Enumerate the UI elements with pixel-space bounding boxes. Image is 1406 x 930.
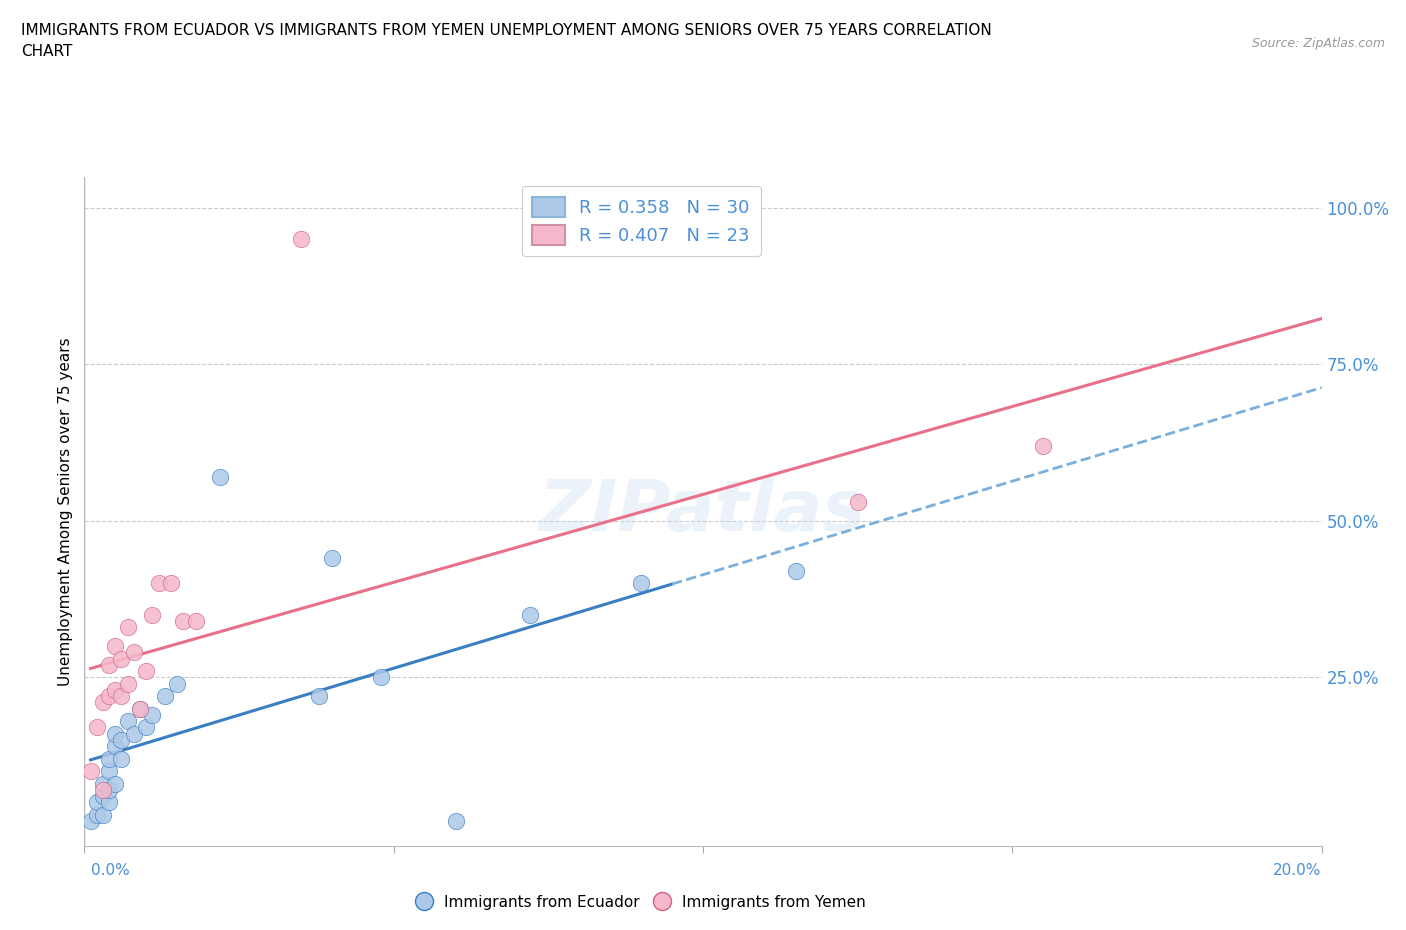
Point	[91, 777, 114, 791]
Point	[846, 495, 869, 510]
Point	[86, 807, 108, 822]
Point	[117, 713, 139, 728]
Point	[1032, 438, 1054, 453]
Point	[141, 708, 163, 723]
Text: CHART: CHART	[21, 44, 73, 59]
Point	[321, 551, 343, 565]
Point	[166, 676, 188, 691]
Point	[91, 695, 114, 710]
Text: Source: ZipAtlas.com: Source: ZipAtlas.com	[1251, 37, 1385, 50]
Point	[519, 607, 541, 622]
Point	[444, 814, 467, 829]
Point	[110, 651, 132, 666]
Point	[785, 564, 807, 578]
Point	[117, 676, 139, 691]
Point	[209, 470, 232, 485]
Point	[370, 670, 392, 684]
Point	[91, 789, 114, 804]
Text: IMMIGRANTS FROM ECUADOR VS IMMIGRANTS FROM YEMEN UNEMPLOYMENT AMONG SENIORS OVER: IMMIGRANTS FROM ECUADOR VS IMMIGRANTS FR…	[21, 23, 991, 38]
Point	[160, 576, 183, 591]
Point	[104, 726, 127, 741]
Point	[98, 764, 121, 778]
Point	[79, 814, 101, 829]
Point	[184, 614, 207, 629]
Point	[122, 644, 145, 659]
Point	[110, 689, 132, 704]
Point	[117, 619, 139, 634]
Point	[79, 764, 101, 778]
Point	[110, 751, 132, 766]
Text: 0.0%: 0.0%	[91, 863, 131, 878]
Point	[148, 576, 170, 591]
Text: 20.0%: 20.0%	[1274, 863, 1322, 878]
Point	[129, 701, 152, 716]
Point	[98, 658, 121, 672]
Point	[290, 232, 312, 246]
Point	[98, 782, 121, 797]
Point	[91, 782, 114, 797]
Point	[129, 701, 152, 716]
Point	[630, 576, 652, 591]
Point	[104, 683, 127, 698]
Point	[98, 751, 121, 766]
Y-axis label: Unemployment Among Seniors over 75 years: Unemployment Among Seniors over 75 years	[58, 338, 73, 685]
Point	[91, 807, 114, 822]
Point	[98, 795, 121, 810]
Point	[86, 795, 108, 810]
Point	[86, 720, 108, 735]
Point	[110, 733, 132, 748]
Point	[98, 689, 121, 704]
Point	[172, 614, 194, 629]
Legend: Immigrants from Ecuador, Immigrants from Yemen: Immigrants from Ecuador, Immigrants from…	[411, 888, 872, 916]
Point	[135, 720, 157, 735]
Point	[104, 777, 127, 791]
Point	[153, 689, 176, 704]
Point	[135, 664, 157, 679]
Point	[308, 689, 330, 704]
Point	[122, 726, 145, 741]
Point	[104, 639, 127, 654]
Point	[104, 738, 127, 753]
Text: ZIPatlas: ZIPatlas	[540, 477, 866, 546]
Point	[141, 607, 163, 622]
